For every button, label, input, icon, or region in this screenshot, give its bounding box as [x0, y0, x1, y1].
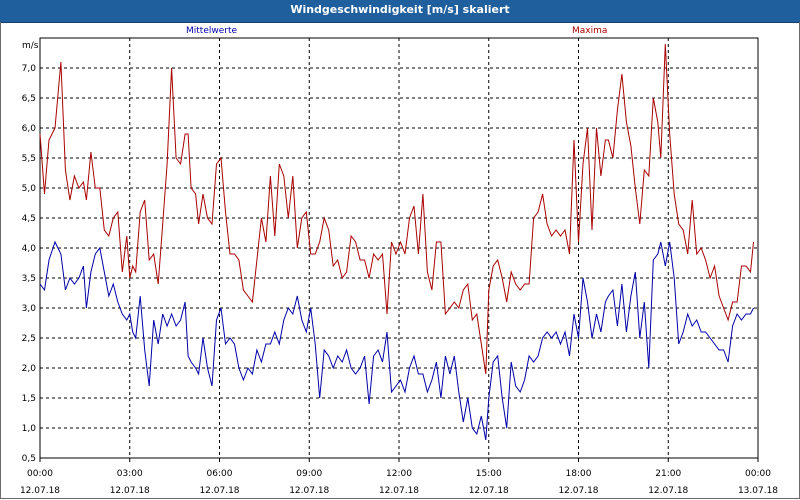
y-axis-label: m/s — [22, 41, 39, 51]
y-tick-label: 6,5 — [22, 94, 36, 104]
y-tick-label: 3,0 — [22, 304, 37, 314]
y-tick-label: 2,0 — [22, 364, 37, 374]
y-tick-label: 5,5 — [22, 154, 36, 164]
x-tick-time: 15:00 — [476, 469, 502, 479]
x-tick-date: 13.07.18 — [738, 486, 778, 496]
x-tick-time: 03:00 — [117, 469, 143, 479]
y-tick-label: 1,0 — [22, 424, 37, 434]
y-tick-label: 1,5 — [22, 394, 36, 404]
x-tick-time: 21:00 — [655, 469, 681, 479]
mean-series-line — [39, 240, 754, 441]
x-tick-time: 18:00 — [566, 469, 592, 479]
x-tick-date: 12.07.18 — [558, 486, 598, 496]
legend-max: Maxima — [572, 26, 607, 36]
chart-title-bar: Windgeschwindigkeit [m/s] skaliert — [0, 0, 800, 23]
legend-mean: Mittelwerte — [186, 26, 237, 36]
x-tick-time: 09:00 — [296, 469, 322, 479]
y-tick-label: 0,5 — [22, 454, 36, 464]
y-tick-label: 4,0 — [22, 244, 37, 254]
x-tick-time: 12:00 — [386, 469, 412, 479]
x-tick-time: 06:00 — [207, 469, 233, 479]
y-tick-label: 6,0 — [22, 124, 37, 134]
max-series-line — [39, 43, 754, 375]
chart-title: Windgeschwindigkeit [m/s] skaliert — [290, 3, 510, 16]
x-tick-date: 12.07.18 — [20, 486, 60, 496]
y-tick-label: 4,5 — [22, 214, 36, 224]
legend-max-label: Maxima — [572, 26, 608, 36]
x-tick-date: 12.07.18 — [648, 486, 688, 496]
x-tick-time: 00:00 — [27, 469, 53, 479]
y-tick-label: 5,0 — [22, 184, 37, 194]
legend-mean-label: Mittelwerte — [186, 26, 238, 36]
y-tick-label: 7,0 — [22, 64, 37, 74]
y-tick-label: 3,5 — [22, 274, 36, 284]
y-tick-label: 2,5 — [22, 334, 36, 344]
x-tick-date: 12.07.18 — [379, 486, 419, 496]
x-tick-date: 12.07.18 — [289, 486, 329, 496]
x-tick-time: 00:00 — [745, 469, 771, 479]
x-tick-date: 12.07.18 — [199, 486, 239, 496]
x-tick-date: 12.07.18 — [110, 486, 150, 496]
x-tick-date: 12.07.18 — [469, 486, 509, 496]
